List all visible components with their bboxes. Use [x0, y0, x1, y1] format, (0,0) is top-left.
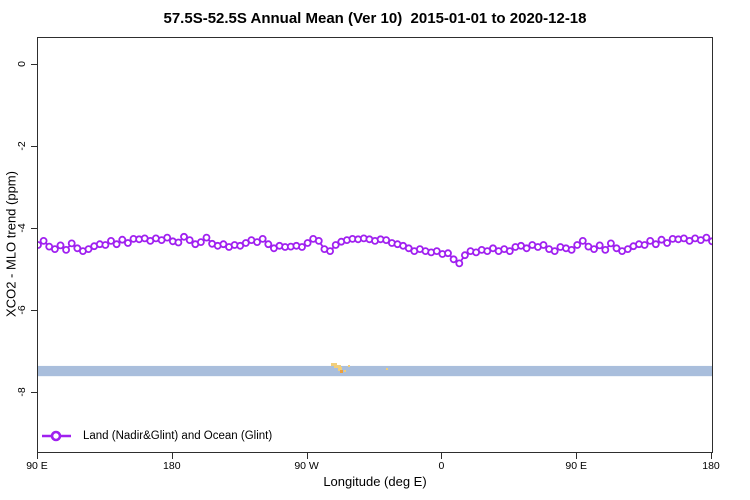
- x-tick-label: 180: [163, 460, 181, 472]
- data-point: [455, 259, 464, 268]
- data-point: [67, 239, 76, 248]
- data-point: [539, 241, 548, 249]
- data-point: [702, 233, 711, 242]
- data-point: [84, 245, 93, 254]
- data-point: [62, 245, 71, 254]
- x-tick-mark: [711, 453, 712, 459]
- data-point: [646, 236, 655, 245]
- data-point: [640, 241, 649, 249]
- x-tick-label: 90 W: [294, 460, 319, 472]
- ocean-band: [38, 365, 712, 377]
- x-tick-label: 90 E: [26, 460, 48, 472]
- data-point: [449, 255, 458, 264]
- data-point: [567, 245, 576, 254]
- data-point: [264, 240, 273, 249]
- x-tick-mark: [171, 453, 173, 459]
- data-point: [303, 239, 312, 247]
- data-point: [331, 241, 340, 249]
- x-tick-mark: [441, 453, 443, 459]
- data-point: [174, 238, 183, 247]
- data-point: [180, 232, 188, 241]
- data-point: [595, 241, 604, 250]
- data-point: [382, 236, 391, 245]
- land-mark: [334, 365, 341, 368]
- data-point: [578, 236, 587, 245]
- land-mark: [331, 363, 337, 366]
- data-point: [298, 243, 306, 251]
- plot-area: Land (Nadir&Glint) and Ocean (Glint): [37, 37, 713, 453]
- x-tick-label: 90 E: [565, 460, 587, 472]
- data-point: [118, 235, 127, 244]
- data-point: [258, 234, 267, 243]
- data-point: [326, 247, 335, 256]
- x-tick-mark: [37, 453, 38, 459]
- data-point: [651, 240, 660, 249]
- data-point: [607, 239, 615, 248]
- legend-label: Land (Nadir&Glint) and Ocean (Glint): [83, 430, 273, 442]
- y-tick-mark: [31, 63, 37, 65]
- data-point: [522, 244, 531, 253]
- land-mark: [344, 370, 346, 372]
- data-point: [708, 237, 712, 246]
- data-point: [657, 235, 666, 244]
- data-point: [590, 245, 598, 254]
- data-point: [444, 249, 452, 258]
- y-tick-mark: [31, 227, 37, 229]
- chart-canvas: [38, 232, 712, 377]
- legend: Land (Nadir&Glint) and Ocean (Glint): [41, 428, 272, 444]
- data-point: [39, 236, 48, 245]
- land-mark: [338, 367, 342, 371]
- data-point: [573, 241, 582, 249]
- y-tick-mark: [31, 391, 37, 393]
- x-tick-label: 0: [438, 460, 445, 472]
- data-point: [185, 236, 194, 245]
- data-point: [550, 247, 559, 256]
- y-tick-label: -2: [16, 140, 28, 151]
- y-tick-label: 0: [16, 60, 28, 67]
- data-point: [50, 245, 59, 254]
- x-tick-label: 180: [702, 460, 720, 472]
- data-point: [112, 240, 121, 249]
- data-point: [460, 251, 469, 260]
- data-point: [601, 245, 610, 254]
- x-tick-mark: [306, 453, 308, 459]
- data-point: [314, 236, 323, 245]
- y-axis-title: XCO2 - MLO trend (ppm): [3, 171, 19, 317]
- data-point: [663, 239, 671, 247]
- land-mark: [340, 370, 343, 373]
- y-tick-mark: [31, 309, 37, 311]
- data-point: [196, 238, 205, 247]
- data-point: [101, 241, 110, 249]
- data-point: [505, 247, 514, 256]
- data-point: [124, 239, 132, 247]
- chart-title: 57.5S-52.5S Annual Mean (Ver 10) 2015-01…: [163, 10, 587, 27]
- x-tick-mark: [576, 453, 578, 459]
- data-point: [202, 233, 211, 242]
- legend-line-marker-swatch: [42, 430, 71, 442]
- x-axis-title: Longitude (deg E): [323, 474, 427, 489]
- data-point: [253, 238, 262, 247]
- data-point: [163, 233, 172, 242]
- y-tick-label: -8: [16, 386, 28, 397]
- land-mark: [348, 365, 350, 367]
- land-mark: [386, 368, 388, 370]
- y-tick-mark: [31, 145, 37, 147]
- data-point: [107, 236, 115, 245]
- data-point: [56, 241, 65, 250]
- data-point: [38, 241, 42, 249]
